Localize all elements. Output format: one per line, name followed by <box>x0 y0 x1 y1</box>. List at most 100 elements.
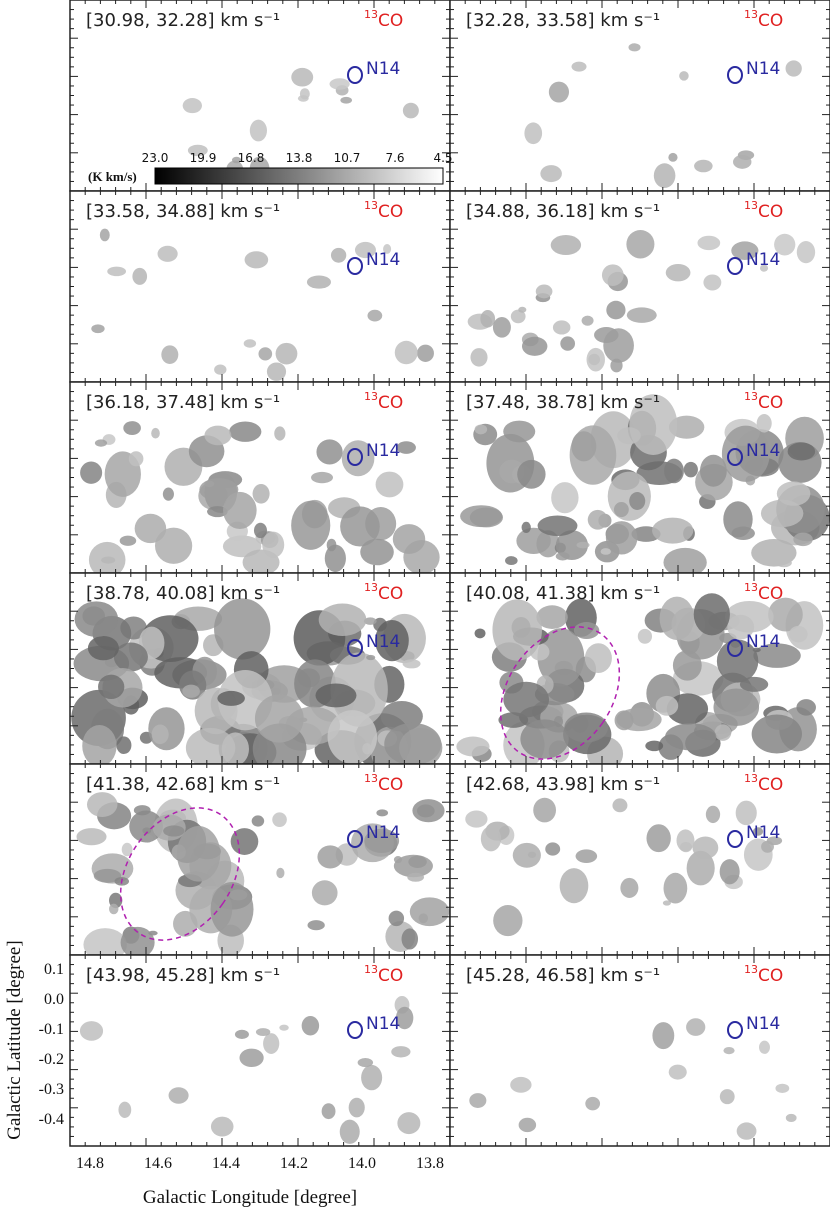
emission-clump <box>91 324 105 334</box>
emission-clump <box>357 1057 374 1068</box>
emission-map <box>76 792 450 955</box>
emission-clump <box>263 1033 280 1054</box>
emission-clump <box>785 1113 797 1123</box>
source-label: N14 <box>366 632 400 652</box>
emission-clump <box>652 1022 675 1050</box>
emission-clump <box>503 681 550 718</box>
emission-clump <box>664 458 684 484</box>
emission-clump <box>731 241 759 260</box>
emission-clump <box>610 358 623 373</box>
emission-clump <box>613 501 629 518</box>
emission-clump <box>601 264 624 286</box>
emission-clump <box>407 872 425 882</box>
emission-clump <box>665 723 717 751</box>
emission-clump <box>469 1093 487 1108</box>
emission-clump <box>168 1087 189 1104</box>
emission-clump <box>537 628 585 687</box>
emission-clump <box>520 719 569 759</box>
emission-clump <box>512 842 541 868</box>
emission-clump <box>683 461 698 478</box>
emission-clump <box>182 684 200 698</box>
x-axis-label: Galactic Longitude [degree] <box>143 1187 357 1208</box>
emission-clump <box>521 336 548 356</box>
emission-clump <box>93 868 122 883</box>
emission-clump <box>761 840 774 853</box>
emission-clump <box>606 300 626 320</box>
emission-clump <box>705 805 721 824</box>
emission-clump <box>74 601 119 637</box>
colorbar-tick-label: 23.0 <box>142 151 169 165</box>
emission-clump <box>258 347 273 361</box>
emission-clump <box>693 593 730 636</box>
emission-clump <box>524 122 543 145</box>
emission-clump <box>214 364 227 375</box>
velocity-range-label: [45.28, 46.58] km s⁻¹ <box>466 965 660 986</box>
channel-panel: [32.28, 33.58] km s⁻¹ 13CO N14 <box>449 0 830 192</box>
emission-clump <box>474 628 486 639</box>
emission-clump <box>573 622 600 640</box>
emission-clump <box>87 636 119 661</box>
emission-clump <box>367 309 383 322</box>
channel-panel: [36.18, 37.48] km s⁻¹ 13CO N14 <box>69 381 451 574</box>
tracer-label: 13CO <box>744 8 783 31</box>
velocity-range-label: [40.08, 41.38] km s⁻¹ <box>466 583 660 604</box>
emission-clump <box>733 154 752 169</box>
emission-clump <box>204 425 232 446</box>
emission-clump <box>713 688 760 727</box>
y-tick-label: 0.1 <box>44 961 64 978</box>
y-axis-label: Galactic Latitude [degree] <box>4 940 25 1139</box>
y-tick-label: -0.1 <box>39 1021 64 1038</box>
source-marker <box>727 830 743 848</box>
channel-panel: [34.88, 36.18] km s⁻¹ 13CO N14 <box>449 190 830 383</box>
colorbar-tick-label: 16.8 <box>238 151 265 165</box>
velocity-range-label: [42.68, 43.98] km s⁻¹ <box>466 774 660 795</box>
emission-clump <box>276 867 285 879</box>
emission-clump <box>118 1101 132 1118</box>
tracer-label: 13CO <box>744 199 783 222</box>
emission-clump <box>600 548 611 555</box>
tracer-label: 13CO <box>364 772 403 795</box>
emission-clump <box>193 843 222 860</box>
emission-clump <box>217 690 245 706</box>
emission-clump <box>330 652 388 727</box>
emission-clump <box>239 1048 264 1068</box>
emission-clump <box>360 538 394 566</box>
emission-map <box>467 230 816 373</box>
emission-clump <box>626 230 655 259</box>
emission-clump <box>375 619 409 662</box>
emission-clump <box>417 344 434 362</box>
emission-clump <box>759 264 769 272</box>
emission-clump <box>752 827 764 836</box>
emission-map <box>80 421 440 573</box>
emission-clump <box>645 740 664 752</box>
emission-clump <box>474 424 488 435</box>
emission-clump <box>518 306 527 313</box>
velocity-range-label: [30.98, 32.28] km s⁻¹ <box>86 10 280 31</box>
emission-clump <box>243 339 257 348</box>
velocity-range-label: [36.18, 37.48] km s⁻¹ <box>86 392 280 413</box>
emission-clump <box>456 736 490 757</box>
emission-clump <box>585 1096 601 1111</box>
emission-clump <box>272 812 287 827</box>
velocity-range-label: [33.58, 34.88] km s⁻¹ <box>86 201 280 222</box>
emission-clump <box>721 425 770 482</box>
emission-clump <box>736 1122 757 1140</box>
source-label: N14 <box>366 823 400 843</box>
velocity-range-label: [38.78, 40.08] km s⁻¹ <box>86 583 280 604</box>
emission-clump <box>510 1076 532 1093</box>
colorbar-tick-label: 7.6 <box>385 151 404 165</box>
emission-clump <box>393 856 403 864</box>
emission-clump <box>249 119 267 142</box>
emission-clump <box>157 245 178 262</box>
colorbar-tick-label: 10.7 <box>334 151 361 165</box>
y-tick-label: 0.0 <box>44 991 64 1008</box>
emission-clump <box>354 241 376 259</box>
emission-clump <box>545 842 561 856</box>
emission-clump <box>123 421 141 435</box>
source-marker <box>727 1021 743 1039</box>
emission-clump <box>311 880 338 906</box>
tracer-label: 13CO <box>744 581 783 604</box>
emission-clump <box>470 348 488 367</box>
emission-clump <box>361 1064 383 1091</box>
emission-clump <box>692 836 719 859</box>
